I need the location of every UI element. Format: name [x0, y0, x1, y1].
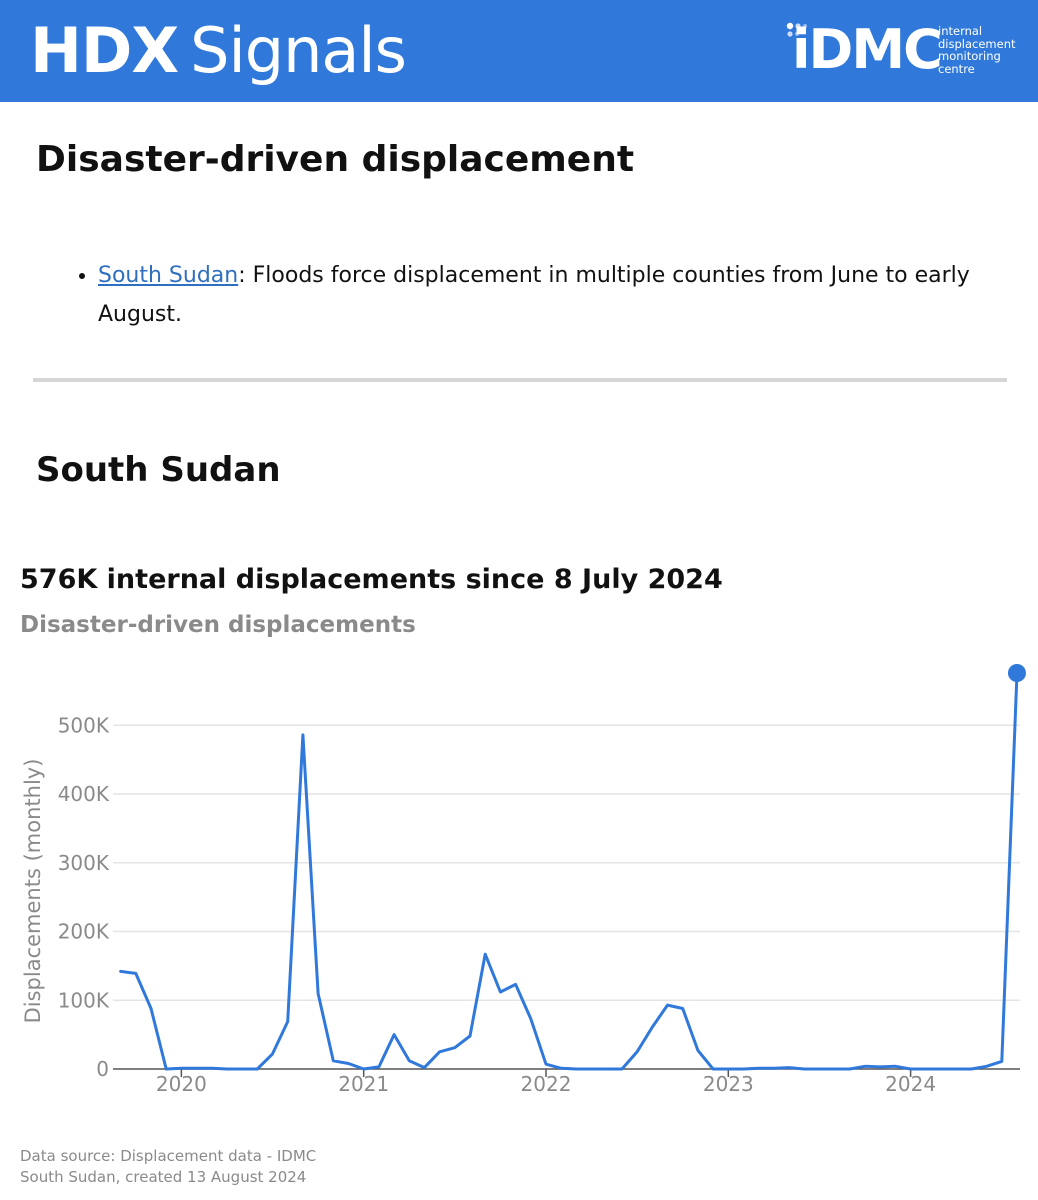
- y-tick-label: 500K: [58, 713, 110, 737]
- country-link-south-sudan[interactable]: South Sudan: [98, 263, 239, 288]
- x-tick-label: 2024: [885, 1072, 936, 1096]
- x-tick-label: 2020: [156, 1072, 207, 1096]
- idmc-tagline-line: monitoring: [938, 49, 1001, 63]
- brand-light: Signals: [190, 14, 407, 87]
- header-bar: HDX Signals iDMC internal displacement mo…: [0, 0, 1038, 102]
- x-tick-label: 2022: [521, 1072, 572, 1096]
- section-divider: [33, 378, 1007, 382]
- y-tick-label: 400K: [58, 782, 110, 806]
- idmc-tagline-line: displacement: [938, 36, 1016, 51]
- idmc-wordmark: iDMC: [792, 18, 943, 81]
- idmc-tagline-line: centre: [938, 61, 975, 76]
- brand-bold: HDX: [30, 14, 179, 87]
- y-tick-label: 100K: [58, 988, 110, 1012]
- source-line: Data source: Displacement data - IDMC: [20, 1147, 317, 1165]
- source-line: South Sudan, created 13 August 2024: [20, 1168, 307, 1186]
- country-title: South Sudan: [36, 450, 281, 490]
- latest-value-point: [1007, 664, 1026, 682]
- y-axis-title: Displacements (monthly): [21, 759, 45, 1024]
- summary-list: South Sudan: Floods force displacement i…: [58, 256, 998, 334]
- summary-text: : Floods force displacement in multiple …: [98, 263, 970, 327]
- idmc-dots-icon: [786, 22, 807, 37]
- summary-item: South Sudan: Floods force displacement i…: [98, 256, 998, 334]
- chart-source: Data source: Displacement data - IDMC So…: [20, 1146, 316, 1188]
- chart-subtitle: Disaster-driven displacements: [20, 612, 416, 638]
- displacement-line-chart: 0 100K 200K 300K 400K 500K 2020 2021 2022 2023 202…: [21, 664, 1026, 1096]
- x-tick-label: 2023: [703, 1072, 754, 1096]
- y-tick-label: 200K: [58, 920, 110, 944]
- idmc-tagline: internal displacement monitoring centre: [938, 25, 1034, 75]
- y-tick-label: 300K: [58, 851, 110, 875]
- y-tick-label: 0: [96, 1057, 109, 1081]
- x-tick-label: 2021: [338, 1072, 389, 1096]
- chart-title: 576K internal displacements since 8 July…: [20, 564, 723, 595]
- series-line: [119, 671, 1019, 1071]
- hdx-signals-logo: HDX Signals: [30, 14, 407, 88]
- idmc-tagline-line: internal: [938, 24, 983, 38]
- section-title: Disaster-driven displacement: [36, 139, 635, 180]
